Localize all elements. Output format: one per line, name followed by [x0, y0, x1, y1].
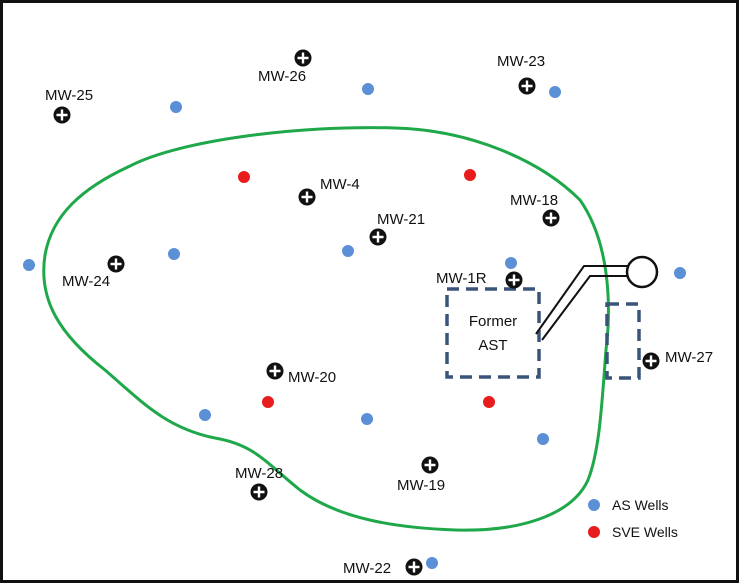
sve-well	[260, 394, 276, 410]
mw-19-label: MW-19	[397, 477, 445, 494]
mw-18-label: MW-18	[510, 192, 558, 209]
monitoring-well-mw-25	[53, 106, 71, 124]
monitoring-well-mw-1r	[505, 271, 523, 289]
mw-24-label: MW-24	[62, 273, 110, 290]
monitoring-well-mw-24	[107, 255, 125, 273]
equipment-area-outline	[605, 302, 641, 380]
as-well	[360, 81, 376, 97]
monitoring-well-mw-20	[266, 362, 284, 380]
mw-25-label: MW-25	[45, 87, 93, 104]
sve-well	[236, 169, 252, 185]
sve-wells-group	[236, 167, 497, 410]
mw-20-label: MW-20	[288, 369, 336, 386]
mw-23-label: MW-23	[497, 53, 545, 70]
legend-as-well-marker	[586, 497, 602, 513]
monitoring-well-mw-27	[642, 352, 660, 370]
monitoring-wells-group: MW-26 MW-23 MW-25 MW-4 MW-18 MW-21 MW-24…	[45, 49, 713, 577]
as-wells-group	[21, 81, 688, 571]
as-well	[359, 411, 375, 427]
mw-22-label: MW-22	[343, 560, 391, 577]
mw-1r-label: MW-1R	[436, 270, 487, 287]
tank-circle	[625, 255, 659, 289]
ast-label-line1: Former	[469, 313, 517, 330]
mw-27-label: MW-27	[665, 349, 713, 366]
as-well	[168, 99, 184, 115]
monitoring-well-mw-19	[421, 456, 439, 474]
legend-sve-well-marker	[586, 524, 602, 540]
mw-4-label: MW-4	[320, 176, 360, 193]
treatment-area-outline	[42, 126, 610, 532]
legend: AS Wells SVE Wells	[586, 497, 678, 540]
monitoring-well-mw-28	[250, 483, 268, 501]
mw-21-label: MW-21	[377, 211, 425, 228]
mw-28-label: MW-28	[235, 465, 283, 482]
piping-line	[535, 265, 628, 341]
as-well	[424, 555, 440, 571]
monitoring-well-mw-22	[405, 558, 423, 576]
as-well	[547, 84, 563, 100]
ast-label-line2: AST	[478, 337, 507, 354]
sve-well	[462, 167, 478, 183]
as-well	[503, 255, 519, 271]
as-well	[166, 246, 182, 262]
as-well	[21, 257, 37, 273]
monitoring-well-mw-23	[518, 77, 536, 95]
mw-26-label: MW-26	[258, 68, 306, 85]
monitoring-well-mw-21	[369, 228, 387, 246]
sve-well	[481, 394, 497, 410]
as-well	[672, 265, 688, 281]
legend-sve-label: SVE Wells	[612, 524, 678, 540]
legend-as-label: AS Wells	[612, 497, 669, 513]
as-well	[535, 431, 551, 447]
former-ast-outline	[445, 287, 541, 379]
monitoring-well-mw-4	[298, 188, 316, 206]
as-well	[197, 407, 213, 423]
monitoring-well-mw-18	[542, 209, 560, 227]
as-well	[340, 243, 356, 259]
monitoring-well-mw-26	[294, 49, 312, 67]
